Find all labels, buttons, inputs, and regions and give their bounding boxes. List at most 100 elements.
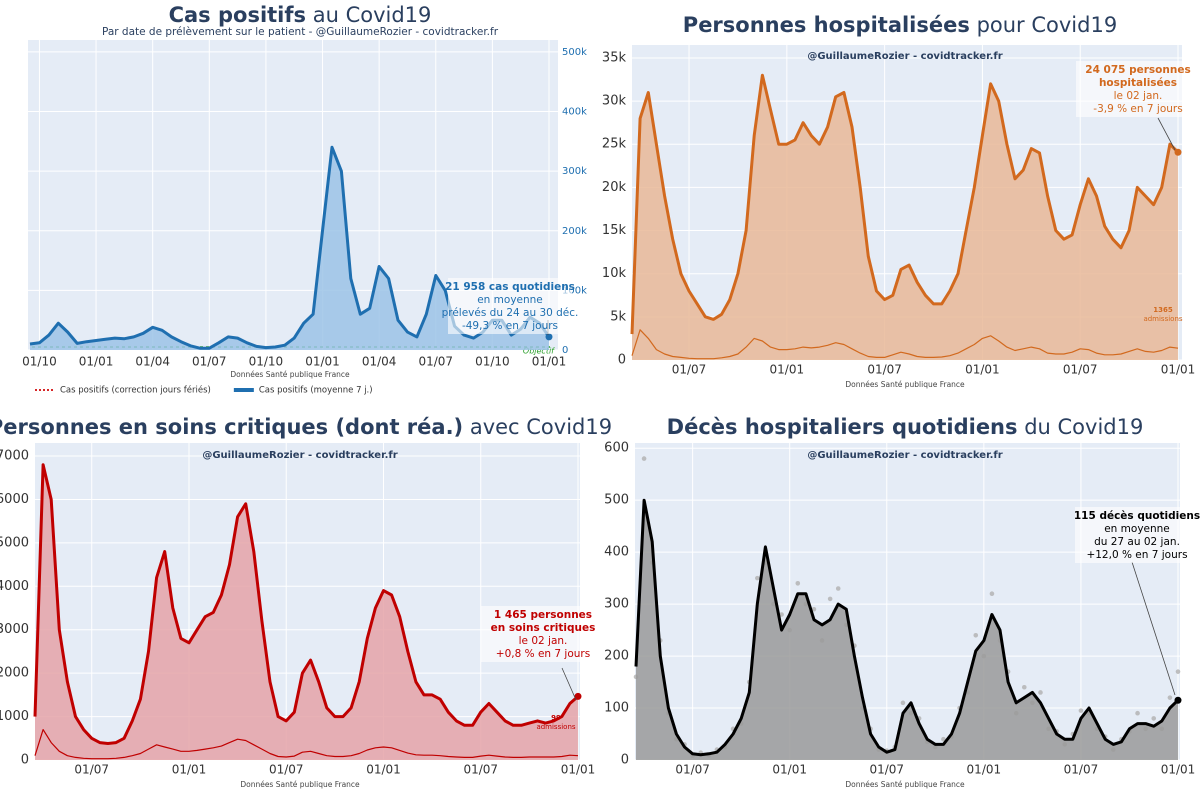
x-tick-label: 01/01 xyxy=(770,363,805,377)
data-dot xyxy=(811,606,817,612)
chart-panel: Personnes en soins critiques (dont réa.)… xyxy=(0,415,612,789)
title-rest: du Covid19 xyxy=(1024,415,1143,439)
y-tick-label: 3000 xyxy=(0,622,29,637)
small-annotation: admissions xyxy=(536,723,575,731)
data-dot xyxy=(989,591,995,597)
y-tick-label: 400k xyxy=(562,107,587,118)
annotation-text: +12,0 % en 7 jours xyxy=(1086,549,1187,561)
x-tick-label: 01/01 xyxy=(532,355,567,369)
y-tick-label: 200k xyxy=(562,226,587,237)
source: Données Santé publique France xyxy=(845,780,965,789)
annotation-pointer xyxy=(561,667,577,701)
annotation-pointer xyxy=(1157,117,1176,151)
x-tick-label: 01/07 xyxy=(1064,763,1099,777)
annotation-text: +0,8 % en 7 jours xyxy=(496,648,590,660)
annotation-text: en moyenne xyxy=(1104,523,1170,535)
x-tick-label: 01/01 xyxy=(172,763,207,777)
data-dot xyxy=(900,700,906,706)
y-tick-label: 10k xyxy=(602,266,627,281)
annotation-text: 115 décès quotidiens xyxy=(1074,510,1200,522)
annotation-text: en soins critiques xyxy=(491,622,596,634)
small-annotation: 1365 xyxy=(1153,306,1173,314)
x-tick-label: 01/01 xyxy=(79,355,114,369)
y-tick-label: 400 xyxy=(604,545,629,560)
annotation-text: 21 958 cas quotidiens xyxy=(445,281,575,293)
chart-panel: Cas positifs au Covid19 0 100k 200k 300k 400k… xyxy=(22,3,587,396)
x-tick-label: 01/01 xyxy=(305,355,340,369)
title-bold: Cas positifs xyxy=(169,3,306,27)
y-tick-label: 2000 xyxy=(0,666,29,681)
legend-label: Cas positifs (correction jours fériés) xyxy=(60,385,211,396)
x-tick-label: 01/04 xyxy=(135,355,170,369)
y-tick-label: 0 xyxy=(21,753,29,768)
small-annotation: admissions xyxy=(1143,315,1182,323)
annotation-text: en moyenne xyxy=(477,294,543,306)
area xyxy=(35,464,578,760)
data-dot xyxy=(1021,684,1027,690)
source: Données Santé publique France xyxy=(240,780,360,789)
x-tick-label: 01/01 xyxy=(772,763,807,777)
y-tick-label: 0 xyxy=(621,753,629,768)
y-tick-label: 30k xyxy=(602,94,627,109)
annotation-text: -3,9 % en 7 jours xyxy=(1093,103,1182,115)
y-tick-label: 4000 xyxy=(0,579,29,594)
x-tick-label: 01/10 xyxy=(249,355,284,369)
line xyxy=(630,73,1180,335)
y-tick-label: 6000 xyxy=(0,492,29,507)
y-tick-label: 100 xyxy=(604,701,629,716)
x-tick-label: 01/07 xyxy=(675,763,710,777)
title-rest: au Covid19 xyxy=(313,3,432,27)
subtitle: Par date de prélèvement sur le patient -… xyxy=(102,26,499,38)
y-tick-label: 0 xyxy=(562,345,568,356)
annotation-text: le 02 jan. xyxy=(519,635,568,647)
x-tick-label: 01/07 xyxy=(1063,363,1098,377)
y-tick-label: 25k xyxy=(602,137,627,152)
x-tick-label: 01/01 xyxy=(366,763,401,777)
y-tick-label: 200 xyxy=(604,649,629,664)
annotation-text: hospitalisées xyxy=(1099,77,1177,89)
data-dot xyxy=(779,612,784,617)
annotation-box xyxy=(1076,61,1200,117)
data-dot xyxy=(641,456,647,461)
annotation-box xyxy=(481,606,605,662)
line xyxy=(34,729,579,760)
x-tick-label: 01/01 xyxy=(965,363,1000,377)
y-tick-label: 1000 xyxy=(0,709,29,724)
y-tick-label: 0 xyxy=(618,353,626,368)
end-dot xyxy=(1174,696,1182,704)
line xyxy=(33,463,579,745)
x-tick-label: 01/07 xyxy=(74,763,109,777)
end-dot xyxy=(545,333,553,341)
x-tick-label: 01/07 xyxy=(672,363,707,377)
annotation-text: le 02 jan. xyxy=(1114,90,1163,102)
x-tick-label: 01/04 xyxy=(362,355,397,369)
chart-title: Cas positifs au Covid19 xyxy=(169,3,432,27)
area xyxy=(632,75,1178,360)
chart-title: Personnes en soins critiques (dont réa.)… xyxy=(0,415,612,439)
chart-panel: Décès hospitaliers quotidiens du Covid19… xyxy=(604,415,1200,789)
annotation-text: du 27 au 02 jan. xyxy=(1094,536,1180,548)
y-tick-label: 5000 xyxy=(0,535,29,550)
x-tick-label: 01/07 xyxy=(869,763,904,777)
annotation-text: -49,3 % en 7 jours xyxy=(462,320,558,332)
y-tick-label: 300 xyxy=(604,597,629,612)
source: Données Santé publique France xyxy=(230,370,350,379)
objective-label: Objectif xyxy=(523,347,555,356)
subtitle: @GuillaumeRozier - covidtracker.fr xyxy=(807,450,1002,461)
title-bold: Décès hospitaliers quotidiens xyxy=(667,415,1018,439)
data-dot xyxy=(755,575,760,581)
x-tick-label: 01/01 xyxy=(561,763,596,777)
end-dot xyxy=(574,692,582,700)
y-tick-label: 5k xyxy=(610,309,626,324)
y-tick-label: 500 xyxy=(604,493,629,508)
title-rest: avec Covid19 xyxy=(470,415,612,439)
title-rest: pour Covid19 xyxy=(977,13,1118,37)
x-tick-label: 01/07 xyxy=(867,363,902,377)
x-tick-label: 01/01 xyxy=(967,763,1002,777)
title-bold: Personnes en soins critiques (dont réa.) xyxy=(0,415,463,439)
data-dot xyxy=(1175,669,1181,674)
data-dot xyxy=(795,581,801,586)
title-bold: Personnes hospitalisées xyxy=(683,13,970,37)
